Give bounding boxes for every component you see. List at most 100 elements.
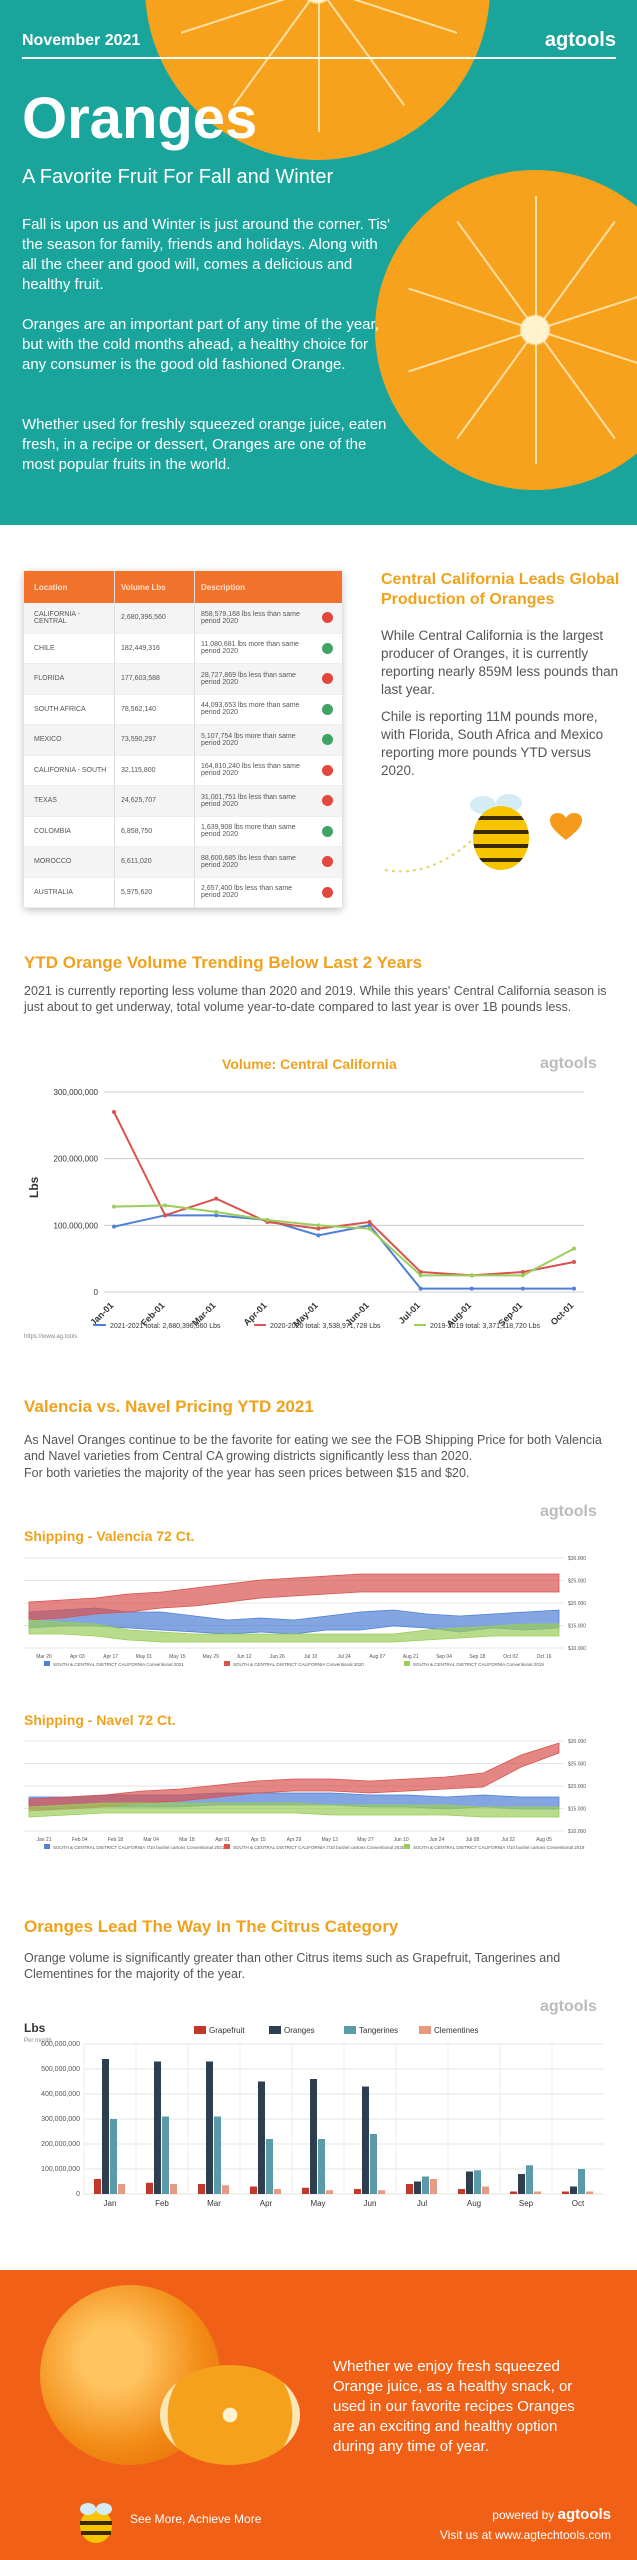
bar	[578, 2169, 585, 2194]
data-point	[265, 1218, 270, 1222]
y-tick-label: 200,000,000	[41, 2141, 80, 2148]
price-band	[28, 1619, 560, 1643]
volume-cell: 182,449,316	[114, 633, 194, 663]
x-tick-label: Mar 04	[143, 1837, 159, 1843]
x-tick-label: May	[310, 2199, 325, 2208]
trend-down-icon	[321, 612, 333, 624]
legend-label: 2021-2021 total: 2,680,396,560 Lbs	[110, 1323, 221, 1330]
bar	[266, 2139, 273, 2194]
y-tick-label: 100,000,000	[54, 1221, 99, 1230]
data-point	[520, 1286, 525, 1291]
bar	[430, 2179, 437, 2194]
x-tick-label: Mar 20	[36, 1654, 52, 1660]
volume-cell: 78,562,140	[114, 694, 194, 724]
y-tick-label: $10.000	[568, 1646, 586, 1652]
see-more-link[interactable]: See More, Achieve More	[130, 2512, 262, 2526]
bar	[250, 2186, 257, 2194]
table-row: TEXAS 24,625,707 31,001,751 lbs less than …	[24, 786, 342, 817]
data-point	[520, 1270, 525, 1274]
page-subtitle: A Favorite Fruit For Fall and Winter	[22, 166, 334, 188]
x-tick-label: Jan	[104, 2199, 117, 2208]
section-paragraph: 2021 is currently reporting less volume …	[24, 984, 607, 1014]
y-tick-label: $15.000	[568, 1807, 586, 1813]
trend-cell	[312, 703, 342, 715]
y-tick-label: 300,000,000	[41, 2116, 80, 2123]
chart-watermark: agtools	[540, 1503, 597, 1520]
volume-line-chart: 0100,000,000200,000,000300,000,000LbsJan…	[24, 1088, 584, 1340]
series-line	[113, 1204, 575, 1277]
data-point	[112, 1224, 116, 1229]
section-paragraph: Orange volume is significantly greater t…	[24, 1951, 561, 1981]
x-tick-label: Jun 26	[270, 1654, 285, 1660]
bar	[118, 2184, 125, 2194]
footer-text: Whether we enjoy fresh squeezed Orange j…	[333, 2358, 575, 2455]
data-point	[163, 1203, 168, 1208]
x-tick-label: Apr-01	[242, 1300, 269, 1327]
legend-label: 2019-2019 total: 3,371,118,720 Lbs	[430, 1323, 541, 1330]
legend-label: SOUTH & CENTRAL DISTRICT CALIFORNIA 7/10…	[233, 1845, 405, 1850]
table-row: CALIFORNIA - SOUTH 32,115,800 164,810,240 …	[24, 755, 342, 786]
x-tick-label: Oct 16	[537, 1654, 552, 1660]
trend-cell	[312, 642, 342, 654]
x-tick-label: Jan 21	[36, 1837, 51, 1843]
volume-cell: 2,680,396,560	[114, 603, 194, 633]
bar	[326, 2190, 333, 2194]
data-point	[572, 1286, 576, 1291]
bar	[474, 2170, 481, 2194]
series-line	[113, 1214, 574, 1290]
y-axis-sublabel: Per month	[24, 2038, 52, 2044]
x-tick-label: Jul 10	[304, 1654, 318, 1660]
powered-by: powered by agtools	[492, 2506, 611, 2523]
bar	[586, 2191, 593, 2194]
location-cell: CALIFORNIA - CENTRAL	[34, 610, 80, 625]
legend-label: SOUTH & CENTRAL DISTRICT CALIFORNIA Conv…	[233, 1662, 364, 1667]
bar	[310, 2079, 317, 2194]
hero-banner: November 2021 agtools Oranges A Favorite…	[0, 0, 637, 525]
section-title: Oranges Lead The Way In The Citrus Categ…	[24, 1917, 399, 1936]
trend-cell	[312, 612, 342, 624]
trend-cell	[312, 734, 342, 746]
description-cell: 2,657,400 lbs less than same period 2020	[194, 877, 312, 907]
volume-cell: 177,603,588	[114, 664, 194, 694]
bar	[526, 2165, 533, 2194]
legend-swatch	[404, 1844, 410, 1849]
orange-segment-line	[407, 287, 537, 331]
y-tick-label: $25.000	[568, 1762, 586, 1768]
section-paragraph: Chile is reporting 11M pounds more, with…	[381, 709, 604, 778]
x-tick-label: Sep	[519, 2199, 534, 2208]
x-tick-label: Feb	[155, 2199, 169, 2208]
data-point	[367, 1226, 372, 1231]
legend-swatch	[194, 2026, 206, 2034]
data-point	[214, 1210, 219, 1214]
bar	[170, 2184, 177, 2194]
section-title: YTD Orange Volume Trending Below Last 2 …	[24, 953, 423, 972]
website-link[interactable]: Visit us at www.agtechtools.com	[439, 2528, 611, 2542]
trend-down-icon	[321, 856, 333, 868]
bar	[482, 2186, 489, 2194]
bee-trail	[384, 839, 473, 873]
table-row: AUSTRALIA 5,975,620 2,657,400 lbs less tha…	[24, 877, 342, 908]
column-header: Location	[34, 582, 68, 592]
x-tick-label: Mar	[207, 2199, 221, 2208]
data-point	[112, 1204, 116, 1209]
bar	[274, 2189, 281, 2194]
data-point	[316, 1223, 321, 1228]
chart-source: https://www.ag.tools	[24, 1334, 77, 1340]
legend-label: SOUTH & CENTRAL DISTRICT CALIFORNIA Conv…	[53, 1662, 184, 1667]
valencia-price-chart: $30.000 $25.000 $20.000 $15.000 $10.000 Mar 2…	[24, 1556, 586, 1667]
price-band	[28, 1742, 560, 1812]
trend-up-icon	[321, 734, 333, 746]
bar	[110, 2119, 117, 2194]
brand-logo[interactable]: agtools	[557, 2506, 611, 2523]
brand-logo[interactable]: agtools	[544, 29, 616, 51]
x-tick-label: Oct-01	[549, 1300, 576, 1327]
data-point	[418, 1273, 423, 1278]
column-header: Volume Lbs	[114, 571, 194, 603]
data-point	[214, 1196, 219, 1201]
x-tick-label: Aug 07	[369, 1654, 385, 1660]
navel-price-chart: $30.000 $25.000 $20.000 $15.000 $10.000 Jan 2…	[24, 1739, 586, 1850]
description-cell: 44,093,653 lbs more than same period 202…	[194, 694, 312, 724]
legend-label: Grapefruit	[209, 2026, 245, 2035]
x-tick-label: Jun 12	[236, 1654, 251, 1660]
volume-cell: 6,611,020	[114, 847, 194, 877]
